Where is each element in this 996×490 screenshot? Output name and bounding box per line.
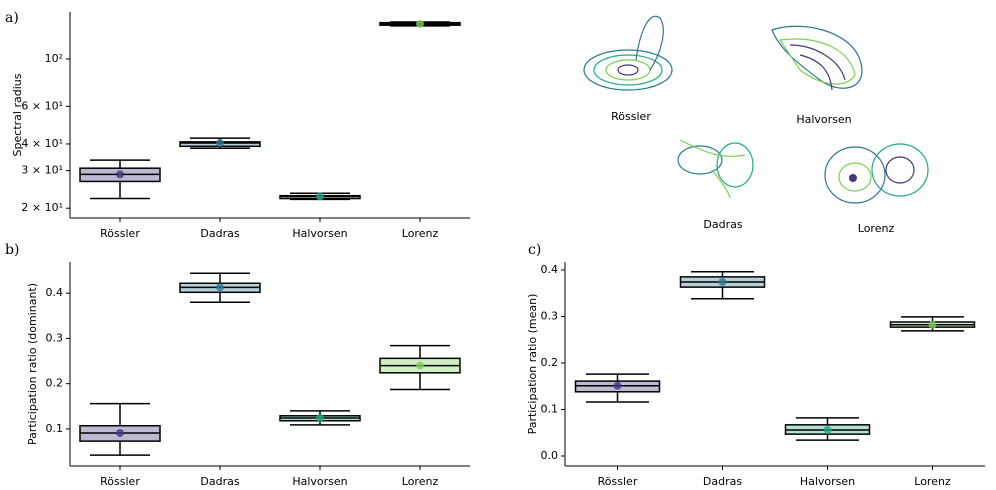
lorenz-sketch (824, 143, 929, 204)
attractor-label: Dadras (703, 218, 742, 231)
median-dot (416, 19, 424, 28)
y-tick-label: 0.2 (46, 377, 64, 390)
y-axis-label: Participation ratio (mean) (526, 294, 539, 435)
y-tick-label: 4 × 10¹ (21, 137, 63, 150)
x-tick-label: Dadras (200, 475, 239, 488)
x-tick-label: Halvorsen (292, 475, 347, 488)
median-dot (316, 192, 324, 201)
y-tick-label: 2 × 10¹ (21, 201, 63, 214)
median-dot (823, 425, 832, 434)
halvorsen-sketch (771, 25, 863, 91)
y-tick-label: 10² (45, 52, 63, 65)
y-tick-label: 0.3 (46, 331, 64, 344)
median-dot (613, 381, 622, 390)
median-dot (718, 278, 727, 287)
x-tick-label: Lorenz (402, 227, 439, 240)
x-tick-label: Rössler (598, 475, 638, 488)
y-axis-label: Spectral radius (11, 73, 24, 156)
x-tick-label: Lorenz (402, 475, 439, 488)
median-dot (116, 170, 124, 179)
x-tick-label: Dadras (200, 227, 239, 240)
y-tick-label: 0.0 (541, 449, 559, 462)
y-tick-label: 0.4 (46, 286, 64, 299)
y-tick-label: 0.1 (46, 422, 64, 435)
x-tick-label: Lorenz (914, 475, 951, 488)
attractor-label: Lorenz (858, 222, 895, 235)
rossler-sketch (583, 15, 673, 91)
median-dot (928, 320, 937, 329)
panel-label: b) (5, 242, 19, 258)
y-tick-label: 0.4 (541, 263, 559, 276)
attractor-label: Halvorsen (796, 113, 851, 126)
median-dot (216, 139, 224, 148)
x-tick-label: Rössler (100, 227, 140, 240)
median-dot (216, 283, 224, 292)
attractor-label: Rössler (611, 110, 651, 123)
median-dot (116, 428, 124, 437)
x-tick-label: Dadras (703, 475, 742, 488)
panel-label: a) (5, 10, 19, 26)
y-tick-label: 0.2 (541, 356, 559, 369)
x-tick-label: Halvorsen (800, 475, 855, 488)
panel-label: c) (528, 242, 541, 258)
y-tick-label: 0.3 (541, 309, 559, 322)
dadras-sketch (677, 139, 754, 199)
median-dot (416, 361, 424, 370)
median-dot (316, 414, 324, 423)
lorenz-core (849, 174, 857, 182)
y-tick-label: 3 × 10¹ (21, 164, 63, 177)
attractor-sketches (583, 15, 929, 204)
y-axis-label: Participation ratio (dominant) (26, 283, 39, 445)
y-tick-label: 0.1 (541, 402, 559, 415)
x-tick-label: Halvorsen (292, 227, 347, 240)
y-tick-label: 6 × 10¹ (21, 99, 63, 112)
x-tick-label: Rössler (100, 475, 140, 488)
